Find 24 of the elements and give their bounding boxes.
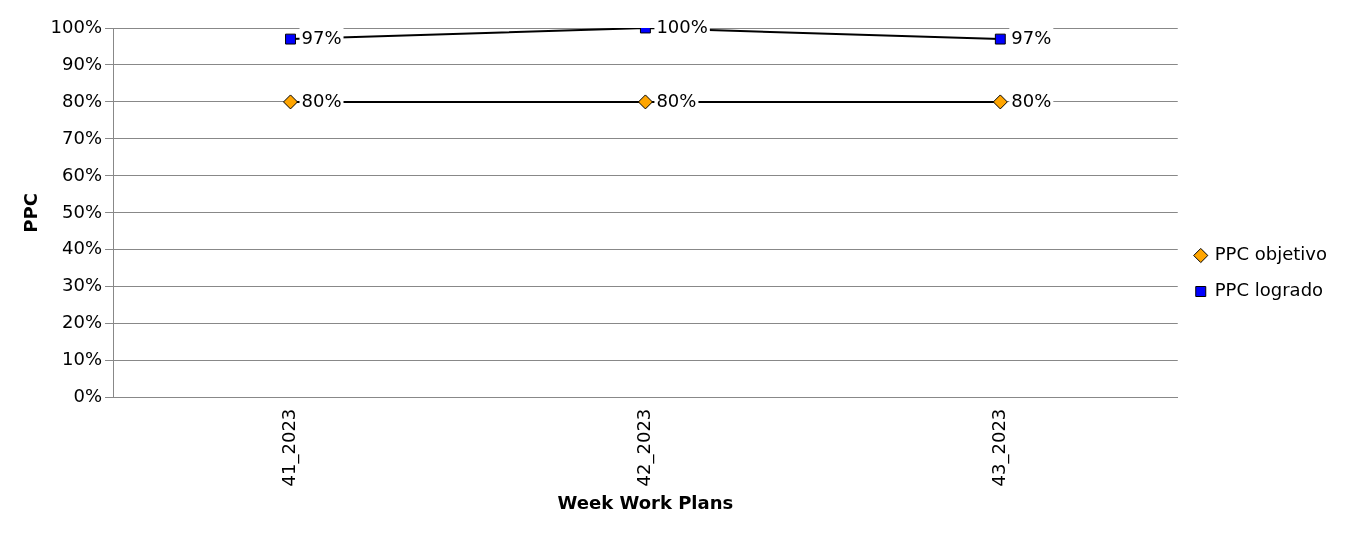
y-tick-label: 80% [62,89,103,111]
y-tick-label: 0% [73,385,103,407]
legend-label: PPC logrado [1214,279,1324,301]
y-axis-title: PPC [20,193,42,233]
data-label: 80% [1011,89,1052,111]
y-tick-label: 30% [62,274,103,296]
data-label: 80% [656,89,697,111]
y-tick-label: 100% [50,15,103,37]
data-label: 97% [1011,26,1052,48]
data-label: 80% [301,89,342,111]
y-tick-label: 70% [62,126,103,148]
x-tick-label: 43_2023 [987,408,1010,487]
x-tick-label: 41_2023 [278,408,301,487]
y-tick-label: 20% [62,311,103,333]
y-tick-label: 40% [62,237,103,259]
y-tick-label: 90% [62,52,103,74]
x-axis-title: Week Work Plans [557,491,734,513]
data-label: 97% [301,26,342,48]
x-tick-label: 42_2023 [633,408,656,487]
y-tick-label: 10% [62,348,103,370]
legend-label: PPC objetivo [1214,243,1328,265]
y-tick-label: 50% [62,200,103,222]
y-tick-label: 60% [62,163,103,185]
data-label: 100% [656,15,708,37]
